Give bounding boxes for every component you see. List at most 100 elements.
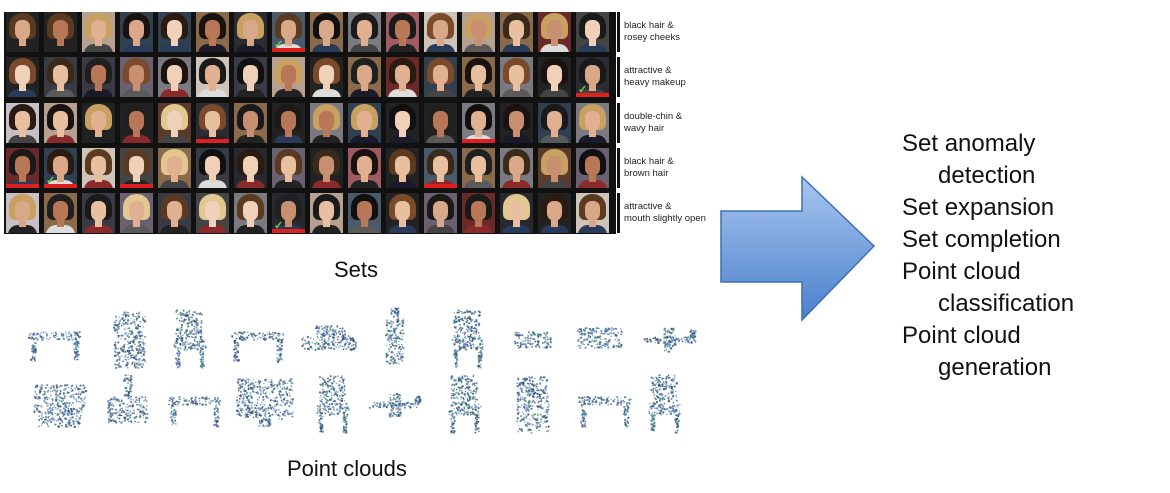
face-neck	[57, 175, 64, 182]
point	[580, 334, 581, 335]
point	[256, 405, 258, 407]
point	[145, 417, 147, 419]
point	[128, 327, 130, 329]
point	[349, 337, 351, 339]
point	[126, 335, 128, 337]
check-icon: ✓	[46, 176, 55, 187]
face-skin	[547, 111, 562, 131]
point	[325, 346, 327, 348]
point	[78, 336, 80, 338]
point	[79, 389, 81, 391]
point	[694, 333, 696, 335]
face-thumbnail	[424, 103, 457, 143]
face-skin	[585, 20, 600, 40]
flag-bar	[462, 139, 495, 143]
point	[673, 337, 675, 339]
point	[398, 337, 400, 339]
point	[193, 347, 195, 349]
point-cloud-lamp	[107, 374, 148, 424]
point	[594, 336, 596, 338]
point	[117, 348, 118, 349]
point	[320, 424, 322, 426]
point	[242, 394, 243, 395]
point	[76, 386, 78, 388]
face-skin	[167, 111, 182, 131]
face-neck	[589, 130, 596, 137]
point	[344, 345, 346, 347]
point	[126, 415, 128, 417]
point	[34, 348, 36, 350]
point	[75, 418, 77, 420]
point	[463, 393, 465, 395]
point	[524, 340, 526, 342]
point	[546, 431, 548, 433]
point	[460, 380, 462, 382]
point	[251, 396, 252, 397]
point	[133, 410, 135, 412]
point	[191, 397, 193, 399]
face-thumbnail	[310, 12, 343, 52]
point	[526, 404, 528, 406]
point	[664, 342, 666, 344]
point	[36, 385, 38, 387]
point	[133, 322, 135, 324]
point	[44, 391, 46, 393]
point	[472, 408, 473, 409]
point	[387, 401, 389, 403]
row-label-line: heavy makeup	[624, 77, 686, 89]
face-neck	[323, 84, 330, 91]
face-thumbnail	[462, 103, 495, 143]
point	[457, 406, 459, 408]
point	[257, 408, 259, 410]
face-thumbnail	[272, 103, 305, 143]
point	[191, 316, 193, 318]
point	[169, 397, 170, 398]
point	[286, 389, 287, 390]
point	[250, 415, 251, 416]
point	[83, 402, 85, 404]
point	[207, 398, 208, 399]
point	[67, 413, 69, 415]
point	[52, 406, 53, 407]
point	[343, 414, 345, 416]
point	[600, 338, 602, 340]
point	[578, 397, 580, 399]
point	[311, 342, 312, 343]
point	[195, 337, 197, 339]
face-skin	[471, 111, 486, 131]
point	[239, 338, 241, 340]
face-skin	[205, 20, 220, 40]
point	[465, 402, 467, 404]
point	[122, 314, 124, 316]
point	[467, 381, 469, 383]
point	[134, 362, 136, 364]
point	[190, 342, 192, 344]
point	[667, 345, 669, 347]
point	[29, 334, 30, 335]
point	[476, 331, 478, 333]
point	[524, 403, 526, 405]
point	[198, 345, 200, 347]
face-thumbnail	[348, 148, 381, 188]
point	[455, 380, 457, 382]
point	[200, 322, 202, 324]
point	[141, 349, 142, 350]
row-label-line: mouth slightly open	[624, 213, 706, 225]
point	[518, 425, 520, 427]
point	[392, 335, 394, 337]
point	[260, 423, 262, 425]
point	[136, 318, 138, 320]
point	[309, 344, 311, 346]
point	[41, 338, 43, 340]
point	[269, 414, 271, 416]
point	[128, 333, 129, 334]
point	[577, 345, 579, 347]
point	[663, 333, 665, 335]
point	[235, 332, 237, 334]
point	[123, 351, 125, 353]
face-skin	[319, 65, 334, 85]
point	[254, 404, 256, 406]
point	[142, 363, 144, 365]
point	[236, 410, 238, 412]
point	[286, 394, 288, 396]
